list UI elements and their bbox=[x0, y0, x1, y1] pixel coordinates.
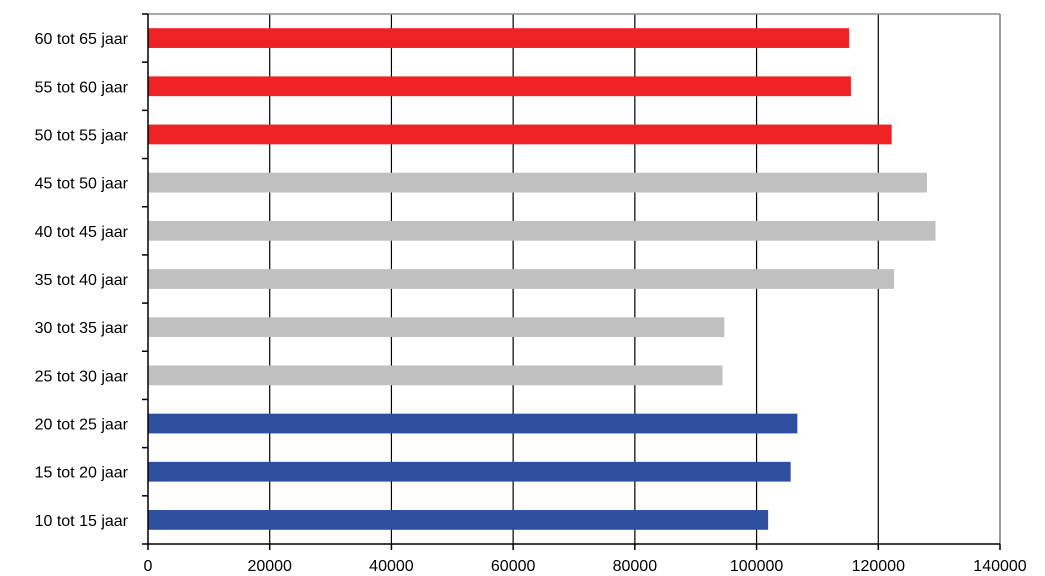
bar bbox=[148, 172, 927, 193]
bar bbox=[148, 461, 791, 482]
x-tick-label: 80000 bbox=[613, 558, 658, 575]
x-tick-label: 40000 bbox=[369, 558, 414, 575]
bar bbox=[148, 76, 851, 97]
bar bbox=[148, 510, 769, 530]
bar bbox=[148, 269, 895, 289]
bar bbox=[148, 317, 725, 338]
x-tick-label: 0 bbox=[144, 558, 153, 575]
category-label: 20 tot 25 jaar bbox=[35, 417, 129, 434]
axes bbox=[142, 13, 1001, 550]
category-label: 45 tot 50 jaar bbox=[35, 176, 129, 193]
category-label: 35 tot 40 jaar bbox=[35, 272, 129, 289]
bar bbox=[148, 413, 798, 434]
x-tick-label: 20000 bbox=[247, 558, 292, 575]
category-label: 30 tot 35 jaar bbox=[35, 320, 129, 337]
category-label: 15 tot 20 jaar bbox=[35, 465, 129, 482]
bar bbox=[148, 365, 723, 386]
category-label: 10 tot 15 jaar bbox=[35, 513, 129, 530]
bars bbox=[148, 28, 936, 530]
x-tick-label: 100000 bbox=[730, 558, 783, 575]
category-label: 50 tot 55 jaar bbox=[35, 127, 129, 144]
category-label: 25 tot 30 jaar bbox=[35, 368, 129, 385]
category-label: 60 tot 65 jaar bbox=[35, 31, 129, 48]
x-tick-label: 60000 bbox=[491, 558, 536, 575]
labels: 0 20000 40000 60000 80000 100000 120000 140000 6… bbox=[35, 31, 1027, 575]
bar bbox=[148, 28, 850, 48]
category-label: 55 tot 60 jaar bbox=[35, 79, 129, 96]
x-tick-label: 120000 bbox=[852, 558, 905, 575]
bar bbox=[148, 124, 892, 145]
x-tick-label: 140000 bbox=[973, 558, 1026, 575]
category-label: 40 tot 45 jaar bbox=[35, 224, 129, 241]
bar bbox=[148, 220, 936, 241]
